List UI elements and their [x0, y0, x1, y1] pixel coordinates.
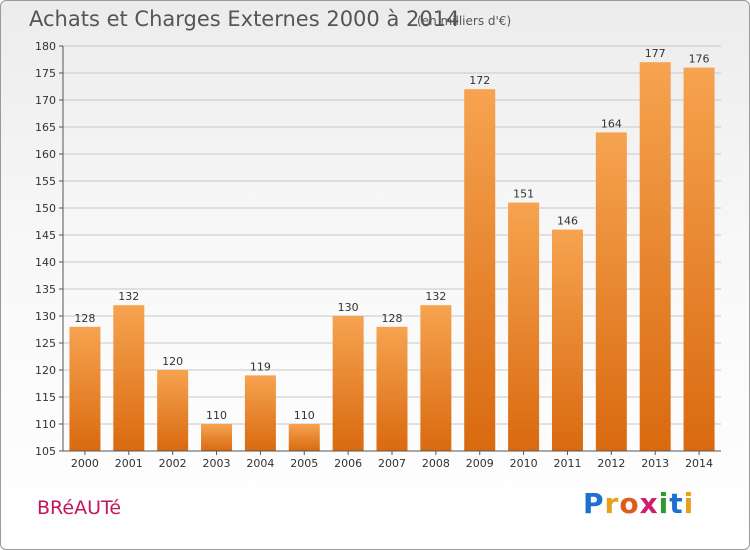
- chart-unit: (en milliers d'€): [417, 14, 512, 28]
- proxiti-logo: Proxiti: [583, 487, 694, 520]
- y-tick-label: 130: [35, 310, 56, 323]
- y-tick-label: 155: [35, 175, 56, 188]
- chart-title: Achats et Charges Externes 2000 à 2014: [29, 7, 460, 31]
- y-tick-label: 135: [35, 283, 56, 296]
- bar-2008: [420, 305, 452, 451]
- data-label: 128: [382, 312, 403, 325]
- data-label: 151: [513, 188, 534, 201]
- bar-2002: [157, 370, 189, 451]
- y-tick-label: 105: [35, 445, 56, 458]
- x-tick-label: 2005: [290, 457, 318, 470]
- y-tick-label: 175: [35, 67, 56, 80]
- logo-letter: i: [683, 487, 695, 520]
- x-tick-label: 2003: [203, 457, 231, 470]
- data-label: 110: [294, 409, 315, 422]
- y-tick-label: 125: [35, 337, 56, 350]
- x-tick-label: 2007: [378, 457, 406, 470]
- x-tick-label: 2004: [246, 457, 274, 470]
- data-label: 132: [425, 290, 446, 303]
- data-label: 146: [557, 215, 578, 228]
- x-tick-label: 2014: [685, 457, 713, 470]
- x-tick-label: 2000: [71, 457, 99, 470]
- data-label: 130: [338, 301, 359, 314]
- x-tick-label: 2009: [466, 457, 494, 470]
- x-tick-label: 2008: [422, 457, 450, 470]
- bar-2013: [639, 62, 671, 451]
- axes: 105 110 115 120 125 130 135 140 145 150 155 160 165 1…: [35, 40, 721, 470]
- x-tick-label: 2011: [553, 457, 581, 470]
- y-tick-label: 165: [35, 121, 56, 134]
- x-tick-label: 2013: [641, 457, 669, 470]
- data-label: 172: [469, 74, 490, 87]
- logo-letter: P: [583, 487, 605, 520]
- logo-letter: i: [658, 487, 670, 520]
- logo-letter: x: [639, 487, 659, 520]
- bar-2006: [332, 316, 364, 451]
- data-label: 177: [645, 47, 666, 60]
- bar-2004: [244, 375, 276, 451]
- x-tick-label: 2001: [115, 457, 143, 470]
- data-label: 176: [689, 53, 710, 66]
- bar-2000: [69, 326, 101, 451]
- data-label: 110: [206, 409, 227, 422]
- y-tick-label: 145: [35, 229, 56, 242]
- logo-letter: o: [619, 487, 640, 520]
- y-tick-label: 180: [35, 40, 56, 53]
- y-tick-label: 150: [35, 202, 56, 215]
- x-tick-label: 2006: [334, 457, 362, 470]
- bar-2011: [551, 229, 583, 451]
- data-label: 120: [162, 355, 183, 368]
- y-tick-label: 115: [35, 391, 56, 404]
- data-labels: 128 132 120 110 119 110 130 128 132 172 151 146 164 1…: [74, 47, 709, 422]
- bar-2005: [288, 424, 320, 451]
- data-label: 132: [118, 290, 139, 303]
- bar-2009: [464, 89, 496, 451]
- logo-letter: r: [604, 487, 620, 520]
- bar-2012: [595, 132, 627, 451]
- bar-2003: [201, 424, 233, 451]
- bar-2001: [113, 305, 145, 451]
- y-tick-label: 170: [35, 94, 56, 107]
- town-name: BRéAUTé: [37, 497, 122, 519]
- y-tick-label: 140: [35, 256, 56, 269]
- bar-2010: [508, 202, 540, 451]
- data-label: 128: [74, 312, 95, 325]
- x-tick-label: 2002: [159, 457, 187, 470]
- bar-2007: [376, 326, 408, 451]
- y-tick-label: 110: [35, 418, 56, 431]
- x-tick-label: 2010: [510, 457, 538, 470]
- y-tick-label: 160: [35, 148, 56, 161]
- bars: [69, 62, 715, 451]
- data-label: 164: [601, 117, 622, 130]
- logo-letter: t: [669, 487, 684, 520]
- bar-2014: [683, 67, 715, 451]
- x-tick-label: 2012: [597, 457, 625, 470]
- data-label: 119: [250, 360, 271, 373]
- y-tick-label: 120: [35, 364, 56, 377]
